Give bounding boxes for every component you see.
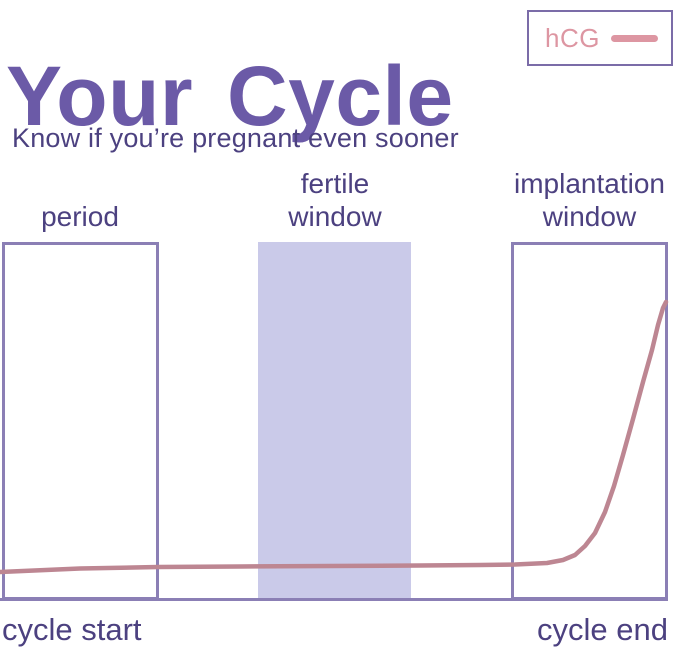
x-axis-baseline xyxy=(0,598,668,601)
hcg-line-swatch-icon xyxy=(611,34,658,42)
period-label-text: period xyxy=(41,201,119,232)
fertile-window-label-text: fertile window xyxy=(288,168,382,232)
hcg-legend: hCG xyxy=(527,10,673,66)
implantation-window-label: implantation window xyxy=(501,163,678,233)
cycle-end-label: cycle end xyxy=(537,612,668,647)
subtitle: Know if you’re pregnant even sooner xyxy=(12,123,459,153)
fertile-window-region-box xyxy=(258,242,411,600)
period-label: period xyxy=(2,163,158,233)
period-region-box xyxy=(2,242,159,600)
fertile-window-label: fertile window xyxy=(258,163,412,233)
implantation-window-region-box xyxy=(511,242,668,600)
implantation-window-label-text: implantation window xyxy=(514,168,665,232)
legend-label: hCG xyxy=(545,22,600,53)
page-title: Your Cycle xyxy=(6,49,454,144)
cycle-start-label: cycle start xyxy=(2,612,142,647)
